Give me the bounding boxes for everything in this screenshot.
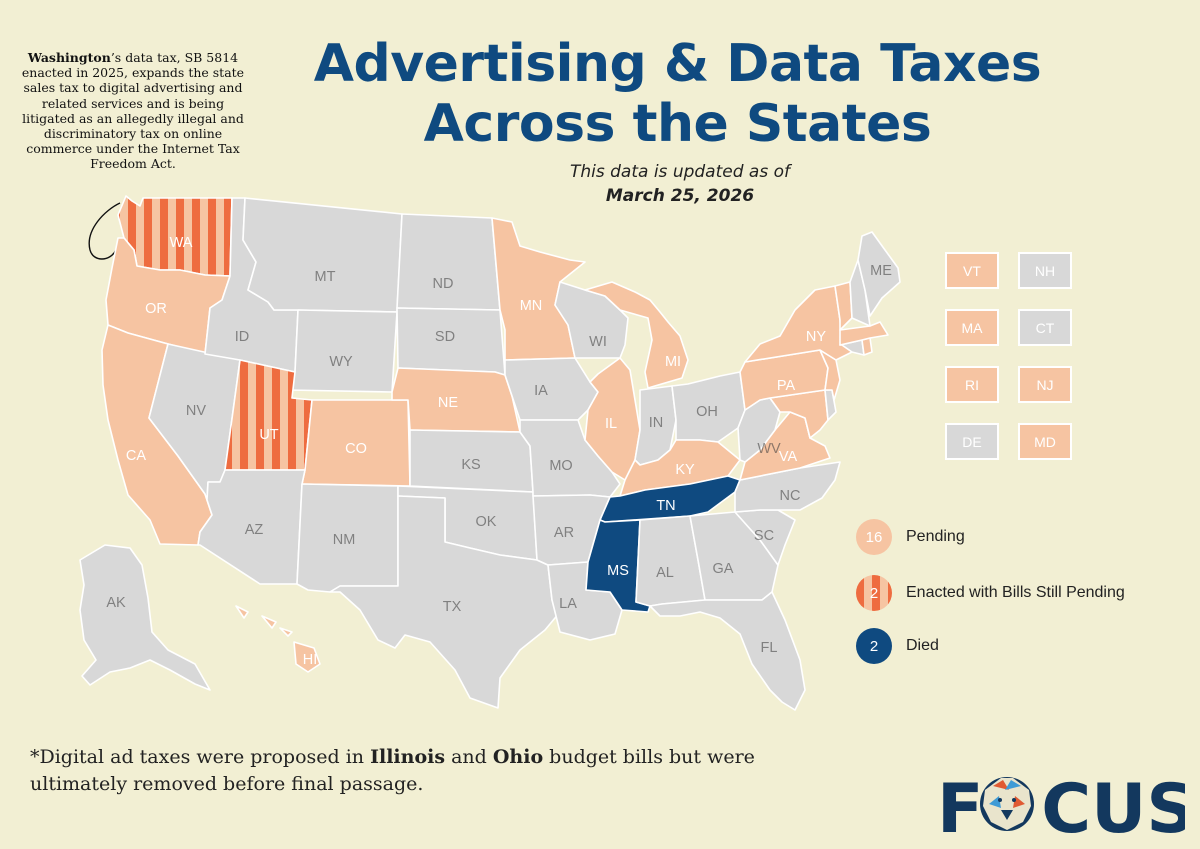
state-label-az: AZ	[245, 522, 264, 538]
state-box-nj: NJ	[1018, 366, 1072, 403]
state-hi	[235, 605, 321, 673]
focus-logo: FOCUS	[937, 770, 1185, 840]
state-label-wi: WI	[589, 334, 607, 350]
lion-head-icon	[980, 777, 1034, 831]
state-nc	[734, 461, 841, 513]
legend-label-enacted: Enacted with Bills Still Pending	[906, 584, 1125, 601]
state-wy	[287, 309, 398, 393]
state-label-al: AL	[656, 565, 674, 581]
state-label-ar: AR	[554, 525, 574, 541]
legend-label-pending: Pending	[906, 528, 965, 545]
state-mi	[584, 281, 689, 389]
state-label-tn: TN	[656, 498, 675, 514]
state-nj	[819, 349, 841, 401]
state-me	[857, 231, 901, 317]
state-box-nh: NH	[1018, 252, 1072, 289]
state-label-wy: WY	[329, 354, 353, 370]
state-ri	[861, 337, 873, 356]
state-label-mn: MN	[520, 298, 543, 314]
state-label-mo: MO	[549, 458, 572, 474]
state-label-ny: NY	[806, 329, 826, 345]
footnote-text-3: budget bills but were ultimately removed…	[30, 746, 755, 795]
state-box-de: DE	[945, 423, 999, 460]
state-label-ky: KY	[675, 462, 695, 478]
state-vt	[834, 281, 853, 331]
state-box-ct: CT	[1018, 309, 1072, 346]
state-label-pa: PA	[777, 378, 796, 394]
state-label-ms: MS	[607, 563, 629, 579]
state-label-ia: IA	[534, 383, 548, 399]
state-label-il: IL	[605, 416, 617, 432]
state-mt	[242, 197, 403, 313]
legend-swatch-pending: 16	[856, 519, 892, 555]
legend-item-pending: 16 Pending	[856, 519, 965, 555]
state-label-nm: NM	[333, 532, 356, 548]
legend-swatch-enacted: 2	[856, 575, 892, 611]
state-ak	[79, 544, 211, 691]
update-note-text: This data is updated as of	[570, 162, 790, 182]
footnote-illinois: Illinois	[370, 746, 446, 768]
state-label-ok: OK	[476, 514, 497, 530]
update-date: March 25, 2026	[605, 186, 755, 206]
state-nd	[396, 213, 501, 311]
state-nh	[849, 259, 871, 327]
washington-annotation-state: Washington	[27, 50, 111, 65]
state-box-vt: VT	[945, 252, 999, 289]
state-label-mi: MI	[665, 354, 681, 370]
state-ma	[839, 321, 889, 346]
state-label-sc: SC	[754, 528, 774, 544]
state-label-mt: MT	[315, 269, 336, 285]
state-label-tx: TX	[443, 599, 462, 615]
state-label-me: ME	[870, 263, 892, 279]
washington-annotation-text: ’s data tax, SB 5814 enacted in 2025, ex…	[21, 50, 245, 172]
state-label-ks: KS	[461, 457, 480, 473]
state-label-ut: UT	[259, 427, 278, 443]
footnote-ohio: Ohio	[492, 746, 544, 768]
state-box-md: MD	[1018, 423, 1072, 460]
state-label-nd: ND	[433, 276, 454, 292]
state-label-wa: WA	[170, 235, 193, 251]
state-label-hi: HI	[303, 652, 318, 668]
state-ia	[504, 357, 599, 421]
footnote: *Digital ad taxes were proposed in Illin…	[30, 744, 850, 798]
legend-label-died: Died	[906, 637, 939, 654]
state-label-in: IN	[649, 415, 664, 431]
state-label-sd: SD	[435, 329, 455, 345]
state-label-wv: WV	[757, 441, 781, 457]
annotation-leader-line	[88, 202, 121, 260]
map-title: Advertising & Data Taxes Across the Stat…	[265, 34, 1090, 154]
legend-item-enacted: 2 Enacted with Bills Still Pending	[856, 575, 1125, 611]
legend-item-died: 2 Died	[856, 628, 939, 664]
washington-annotation: Washington’s data tax, SB 5814 enacted i…	[18, 50, 248, 172]
title-line-1: Advertising & Data Taxes	[313, 34, 1042, 94]
state-box-ma: MA	[945, 309, 999, 346]
state-label-ca: CA	[126, 448, 146, 464]
state-label-nc: NC	[780, 488, 801, 504]
state-tx	[329, 495, 561, 709]
state-label-ga: GA	[713, 561, 734, 577]
state-label-la: LA	[559, 596, 577, 612]
state-label-va: VA	[779, 449, 798, 465]
state-fl	[649, 591, 806, 711]
footnote-text-2: and	[445, 746, 493, 768]
focus-logo-text: FOCUS	[937, 770, 1185, 840]
title-line-2: Across the States	[423, 94, 932, 154]
state-label-id: ID	[235, 329, 250, 345]
footnote-text-1: *Digital ad taxes were proposed in	[30, 746, 371, 768]
legend-swatch-died: 2	[856, 628, 892, 664]
state-label-oh: OH	[696, 404, 718, 420]
state-label-ne: NE	[438, 395, 458, 411]
state-label-co: CO	[345, 441, 367, 457]
state-box-ri: RI	[945, 366, 999, 403]
state-label-or: OR	[145, 301, 167, 317]
state-label-nv: NV	[186, 403, 206, 419]
update-note: This data is updated as of March 25, 202…	[480, 160, 880, 208]
state-label-fl: FL	[761, 640, 778, 656]
state-label-ak: AK	[106, 595, 126, 611]
